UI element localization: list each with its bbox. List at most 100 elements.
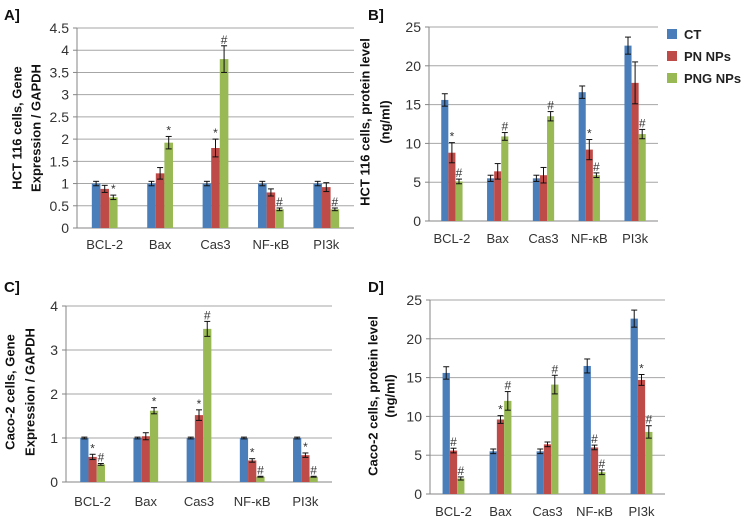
significance-marker: # [456,166,463,180]
error-bar [240,436,247,440]
error-bar [331,207,338,212]
y-tick-label: 25 [405,19,421,35]
error-bar [165,135,172,150]
x-tick-label: PI3k [292,494,319,509]
bar-pn-nps [266,192,276,228]
bar-png-nps [309,476,318,482]
significance-marker: # [547,99,554,113]
x-tick-label: NF-κB [234,494,271,509]
legend-label: PN NPs [684,49,731,64]
error-bar [310,475,317,478]
x-tick-label: Cas3 [528,231,558,246]
error-bar [151,407,158,415]
y-tick-label: 3 [50,342,58,358]
x-tick-label: Cas3 [184,494,214,509]
bar-png-nps [547,116,555,221]
y-axis-label: (ng/ml) [382,374,397,417]
y-tick-label: 2 [61,131,69,147]
error-bar [645,425,652,439]
error-bar [110,194,117,201]
y-tick-label: 20 [406,331,422,347]
bar-ct [630,318,638,494]
significance-marker: # [645,413,652,427]
x-tick-label: PI3k [628,504,655,519]
error-bar [457,476,464,481]
bar-pn-nps [448,152,456,221]
bar-png-nps [592,175,600,221]
bar-pn-nps [590,447,599,494]
x-tick-label: NF-κB [252,237,289,252]
bar-ct [441,99,449,221]
error-bar [448,142,455,164]
significance-marker: * [303,440,308,454]
significance-marker: * [639,361,644,375]
bar-png-nps [551,384,559,494]
y-tick-label: 4.5 [50,20,70,36]
y-axis-label: Expression / GAPDH [28,64,43,192]
bar-pn-nps [100,188,109,228]
panel-label: D] [368,279,384,296]
bar-pn-nps [141,436,150,482]
error-bar [593,172,600,179]
bar-ct [578,92,586,222]
bar-png-nps [455,181,463,221]
error-bar [579,85,586,99]
error-bar [148,180,155,187]
significance-marker: # [257,463,264,477]
y-tick-label: 5 [414,447,422,463]
significance-marker: # [598,457,605,471]
panel-label: B] [368,7,384,24]
y-axis-label: HCT 116 cells, protein level [357,38,372,206]
significance-marker: * [90,441,95,455]
y-tick-label: 1 [61,176,69,192]
error-bar [490,448,497,455]
y-tick-label: 15 [405,97,421,113]
y-tick-label: 0 [413,213,421,229]
bar-pn-nps [631,82,639,221]
legend-swatch [667,29,677,39]
bar-pn-nps [301,455,310,482]
error-bar [203,180,210,187]
significance-marker: * [152,395,157,409]
error-bar [89,453,96,461]
error-bar [257,475,264,478]
x-tick-label: Bax [135,494,158,509]
y-tick-label: 4 [61,42,69,58]
error-bar [533,174,540,182]
error-bar [134,436,141,440]
error-bar [455,178,462,185]
bar-pn-nps [496,419,505,494]
error-bar [501,132,508,141]
error-bar [639,128,646,140]
bar-pn-nps [543,444,552,494]
error-bar [323,182,330,193]
y-tick-label: 15 [406,370,422,386]
significance-marker: # [204,308,211,322]
bar-png-nps [504,400,512,494]
legend-swatch [667,73,677,83]
significance-marker: * [450,130,455,144]
bar-png-nps [330,209,340,228]
error-bar [547,111,554,122]
x-tick-label: NF-κB [576,504,613,519]
significance-marker: * [166,123,171,137]
bar-pn-nps [88,456,97,482]
bar-pn-nps [211,148,220,228]
y-tick-label: 0 [61,220,69,236]
error-bar [157,167,164,180]
y-tick-label: 2.5 [50,109,70,125]
error-bar [187,436,194,440]
error-bar [276,207,283,212]
error-bar [625,36,632,55]
error-bar [196,409,202,421]
error-bar [540,166,547,184]
x-tick-label: BCL-2 [86,237,123,252]
error-bar [259,180,266,187]
x-tick-label: BCL-2 [435,504,472,519]
bar-png-nps [598,472,606,494]
y-tick-label: 25 [406,292,422,308]
x-tick-label: NF-κB [571,231,608,246]
bar-png-nps [149,410,159,482]
x-tick-label: BCL-2 [74,494,111,509]
error-bar [443,366,450,380]
